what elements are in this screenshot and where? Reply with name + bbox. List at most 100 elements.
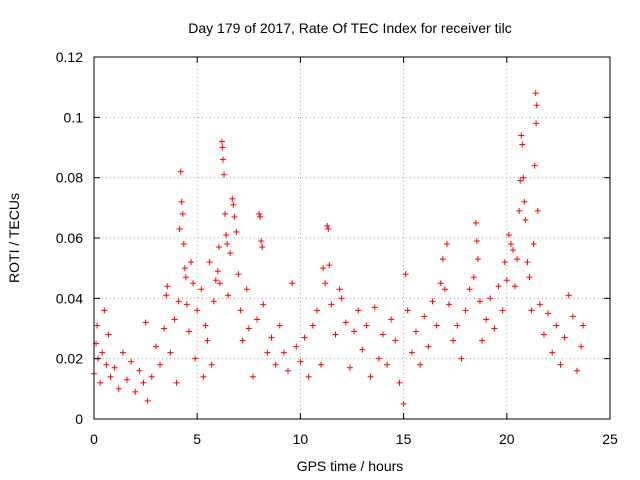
data-point — [167, 349, 174, 356]
data-point — [249, 373, 256, 380]
data-point — [524, 259, 531, 266]
data-point — [400, 400, 407, 407]
data-point — [521, 198, 528, 205]
data-point — [549, 349, 556, 356]
data-point — [206, 259, 213, 266]
data-point — [531, 162, 538, 169]
x-axis-label: GPS time / hours — [297, 458, 404, 474]
data-point — [239, 337, 246, 344]
data-point — [328, 301, 335, 308]
data-point — [163, 292, 170, 299]
data-point — [218, 138, 225, 145]
data-point — [260, 301, 267, 308]
data-point — [142, 319, 149, 326]
data-point — [181, 265, 188, 272]
data-point — [342, 319, 349, 326]
data-point — [499, 307, 506, 314]
data-point — [220, 156, 226, 163]
y-tick-label: 0.12 — [56, 49, 83, 65]
data-point — [179, 210, 186, 217]
data-point — [514, 256, 521, 263]
data-point — [233, 228, 240, 235]
data-point — [375, 355, 382, 362]
data-point — [533, 120, 540, 127]
data-point — [519, 141, 526, 148]
data-point — [107, 373, 114, 380]
data-point — [194, 307, 201, 314]
data-point — [371, 304, 378, 311]
data-point — [204, 337, 211, 344]
data-point — [359, 346, 366, 353]
data-point — [136, 367, 143, 374]
data-point — [425, 343, 432, 350]
data-point — [97, 379, 104, 386]
data-point — [516, 207, 523, 214]
data-point — [565, 292, 572, 299]
data-point — [245, 325, 252, 332]
data-point — [388, 316, 395, 323]
data-point — [264, 349, 271, 356]
data-point — [200, 373, 207, 380]
data-point — [450, 337, 457, 344]
x-tick-label: 25 — [602, 431, 618, 447]
data-point — [293, 343, 300, 350]
data-point — [417, 361, 424, 368]
data-point — [326, 262, 333, 269]
data-point — [198, 286, 205, 293]
data-point — [379, 331, 386, 338]
data-point — [318, 361, 325, 368]
data-point — [177, 168, 184, 175]
data-point — [533, 102, 540, 109]
data-point — [152, 343, 159, 350]
data-point — [171, 316, 178, 323]
y-tick-label: 0.04 — [56, 290, 83, 306]
data-point — [429, 298, 436, 305]
data-point — [491, 325, 498, 332]
data-point — [268, 334, 275, 341]
data-point — [289, 280, 296, 287]
data-point — [259, 244, 266, 251]
data-point — [433, 322, 440, 329]
data-point — [202, 322, 209, 329]
data-point — [530, 241, 537, 248]
data-point — [507, 241, 514, 248]
data-point — [332, 331, 339, 338]
data-point — [132, 388, 139, 395]
data-point — [580, 322, 587, 329]
data-point — [355, 307, 362, 314]
data-point — [309, 322, 316, 329]
data-point — [320, 265, 327, 272]
data-point — [520, 174, 527, 181]
data-point — [526, 274, 533, 281]
data-point — [225, 292, 232, 299]
data-point — [305, 373, 312, 380]
data-point — [192, 355, 199, 362]
y-tick-label: 0.08 — [56, 170, 83, 186]
data-point — [553, 322, 560, 329]
data-point — [257, 213, 264, 220]
data-point — [518, 132, 525, 139]
y-axis-label: ROTI / TECUs — [6, 193, 22, 283]
data-point — [313, 307, 320, 314]
data-point — [256, 210, 263, 217]
data-point — [336, 286, 343, 293]
data-points — [91, 90, 587, 407]
x-tick-label: 5 — [193, 431, 201, 447]
data-point — [227, 250, 234, 257]
data-point — [176, 225, 183, 232]
data-point — [124, 376, 131, 383]
data-point — [573, 367, 580, 374]
data-point — [367, 373, 374, 380]
data-point — [229, 195, 236, 202]
data-point — [324, 222, 331, 229]
data-point — [522, 216, 529, 223]
data-point — [528, 307, 535, 314]
data-point — [517, 177, 524, 184]
data-point — [474, 256, 481, 263]
data-point — [285, 367, 292, 374]
data-point — [101, 307, 108, 314]
data-point — [175, 298, 182, 305]
data-point — [454, 322, 461, 329]
x-tick-labels: 0 5 10 15 20 25 — [90, 431, 618, 447]
